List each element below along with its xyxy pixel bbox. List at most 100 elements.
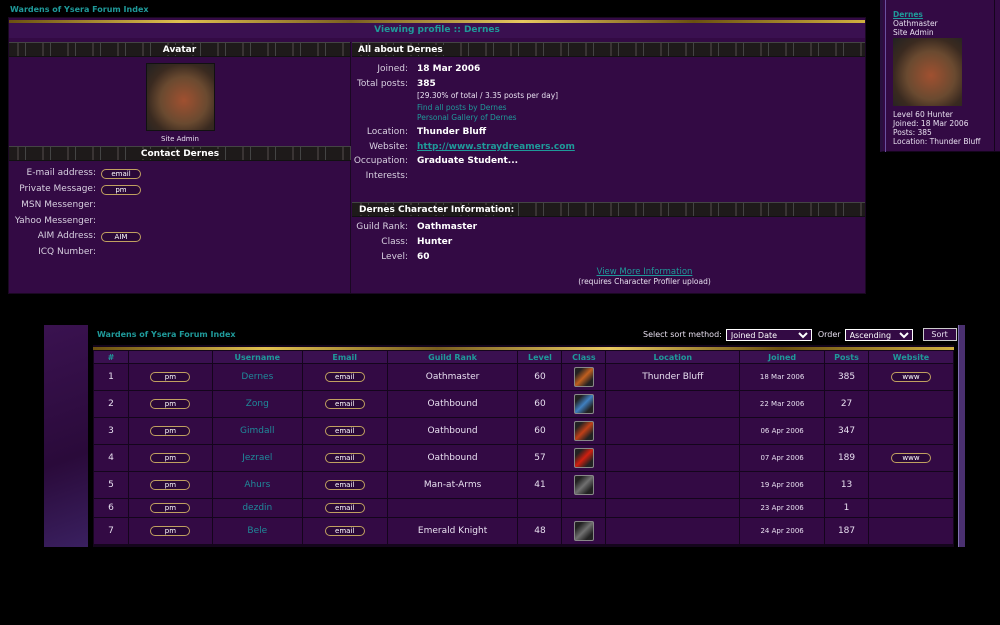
posts-label: Total posts: xyxy=(356,79,408,89)
column-header[interactable]: # xyxy=(93,350,129,364)
class-druid-icon xyxy=(573,521,594,541)
pm-button[interactable]: pm xyxy=(150,480,191,490)
level xyxy=(517,498,563,518)
poster-name-link[interactable]: Dernes xyxy=(893,10,923,19)
joined-date: 22 Mar 2006 xyxy=(739,390,826,418)
sort-label: Select sort method: xyxy=(643,330,722,339)
username-link[interactable]: Bele xyxy=(211,517,303,545)
contact-header: Contact Dernes xyxy=(136,149,224,159)
guild-rank: Man-at-Arms xyxy=(386,471,519,499)
column-header[interactable]: Location xyxy=(605,350,741,364)
guild-rank: Oathbound xyxy=(386,444,519,472)
gold-divider xyxy=(9,20,865,23)
column-header[interactable]: Website xyxy=(868,350,954,364)
sort-button[interactable]: Sort xyxy=(922,328,957,341)
poster-joined: Joined: 18 Mar 2006 xyxy=(893,119,969,128)
order-select[interactable]: Ascending xyxy=(844,328,913,341)
posts-count: 27 xyxy=(824,390,870,418)
contact-row: Private Message: pm xyxy=(9,184,351,200)
website-button[interactable]: www xyxy=(891,372,931,382)
username-link[interactable]: dezdin xyxy=(211,498,303,518)
level: 48 xyxy=(517,517,563,545)
username-link[interactable]: Jezrael xyxy=(211,444,303,472)
row-number: 7 xyxy=(93,517,129,545)
about-header: All about Dernes xyxy=(354,45,447,55)
member-row: 7 pm Bele email Emerald Knight 48 24 Apr 2006 1… xyxy=(93,517,954,545)
member-row: 4 pm Jezrael email Oathbound 57 07 Apr 2006 189… xyxy=(93,444,954,472)
username-link[interactable]: Ahurs xyxy=(211,471,303,499)
pm-button[interactable]: pm xyxy=(150,372,191,382)
class-cell xyxy=(561,517,607,545)
pm-button[interactable]: pm xyxy=(150,426,191,436)
username-link[interactable]: Dernes xyxy=(211,363,303,391)
column-header[interactable]: Guild Rank xyxy=(386,350,519,364)
joined-date: 19 Apr 2006 xyxy=(739,471,826,499)
find-posts-link[interactable]: Find all posts by Dernes xyxy=(417,103,507,112)
row-number: 2 xyxy=(93,390,129,418)
member-row: 3 pm Gimdall email Oathbound 60 06 Apr 2006 347 xyxy=(93,417,954,445)
row-number: 1 xyxy=(93,363,129,391)
sort-method-select[interactable]: Joined Date xyxy=(725,328,812,341)
class-value: Hunter xyxy=(417,237,453,247)
location-label: Location: xyxy=(366,127,408,137)
column-header[interactable] xyxy=(127,350,213,364)
row-number: 4 xyxy=(93,444,129,472)
website-label: Website: xyxy=(369,142,408,152)
guild-rank: Oathmaster xyxy=(386,363,519,391)
char-header: Dernes Character Information: xyxy=(355,205,519,215)
email-button[interactable]: email xyxy=(324,453,365,463)
avatar-rank: Site Admin xyxy=(161,135,199,143)
class-cell xyxy=(561,471,607,499)
joined-date: 23 Apr 2006 xyxy=(739,498,826,518)
email-button[interactable]: email xyxy=(324,526,365,536)
username-link[interactable]: Zong xyxy=(211,390,303,418)
username-link[interactable]: Gimdall xyxy=(211,417,303,445)
pm-button[interactable]: pm xyxy=(150,399,191,409)
pm-button[interactable]: pm xyxy=(150,453,191,463)
member-row: 2 pm Zong email Oathbound 60 22 Mar 2006 27 xyxy=(93,390,954,418)
memberlist-forum-link[interactable]: Wardens of Ysera Forum Index xyxy=(97,330,236,339)
website-button[interactable]: www xyxy=(891,453,931,463)
order-label: Order xyxy=(817,330,841,339)
posts-count: 347 xyxy=(824,417,870,445)
website-link[interactable]: http://www.straydreamers.com xyxy=(417,142,575,152)
email-button[interactable]: email xyxy=(324,503,365,513)
contact-aim-button[interactable]: AIM xyxy=(101,232,141,242)
email-button[interactable]: email xyxy=(324,426,365,436)
column-header[interactable]: Level xyxy=(517,350,563,364)
level-value: 60 xyxy=(417,252,430,262)
column-header[interactable]: Class xyxy=(561,350,607,364)
member-row: 1 pm Dernes email Oathmaster 60 Thunder Bluff 1… xyxy=(93,363,954,391)
contact-pm-button[interactable]: pm xyxy=(101,185,141,195)
contact-row: Yahoo Messenger: xyxy=(9,216,351,231)
column-header[interactable]: Email xyxy=(301,350,388,364)
email-button[interactable]: email xyxy=(324,399,365,409)
forum-index-link[interactable]: Wardens of Ysera Forum Index xyxy=(10,5,149,14)
poster-level-class: Level 60 Hunter xyxy=(893,110,953,119)
contact-email-button[interactable]: email xyxy=(101,169,141,179)
avatar-header: Avatar xyxy=(158,45,201,55)
right-decor-strip xyxy=(958,325,965,547)
gallery-link[interactable]: Personal Gallery of Dernes xyxy=(417,113,517,122)
contact-list: E-mail address: email Private Message: pm MS… xyxy=(9,168,351,263)
column-header[interactable]: Username xyxy=(211,350,303,364)
email-button[interactable]: email xyxy=(324,372,365,382)
column-header[interactable]: Posts xyxy=(824,350,870,364)
pm-button[interactable]: pm xyxy=(150,503,191,513)
class-cell xyxy=(561,363,607,391)
contact-row: ICQ Number: xyxy=(9,247,351,263)
class-paladin-icon xyxy=(573,421,594,441)
pm-button[interactable]: pm xyxy=(150,526,191,536)
level: 57 xyxy=(517,444,563,472)
email-button[interactable]: email xyxy=(324,480,365,490)
column-header[interactable]: Joined xyxy=(739,350,826,364)
location-value: Thunder Bluff xyxy=(417,127,487,137)
view-more-link[interactable]: View More Information xyxy=(596,267,693,277)
interests-value xyxy=(417,171,857,186)
member-row: 6 pm dezdin email 23 Apr 2006 1 xyxy=(93,498,954,518)
guild-rank: Oathbound xyxy=(386,390,519,418)
profile-header: Viewing profile :: Dernes xyxy=(9,23,865,38)
posts-count: 385 xyxy=(824,363,870,391)
location xyxy=(605,417,741,445)
location: Thunder Bluff xyxy=(605,363,741,391)
